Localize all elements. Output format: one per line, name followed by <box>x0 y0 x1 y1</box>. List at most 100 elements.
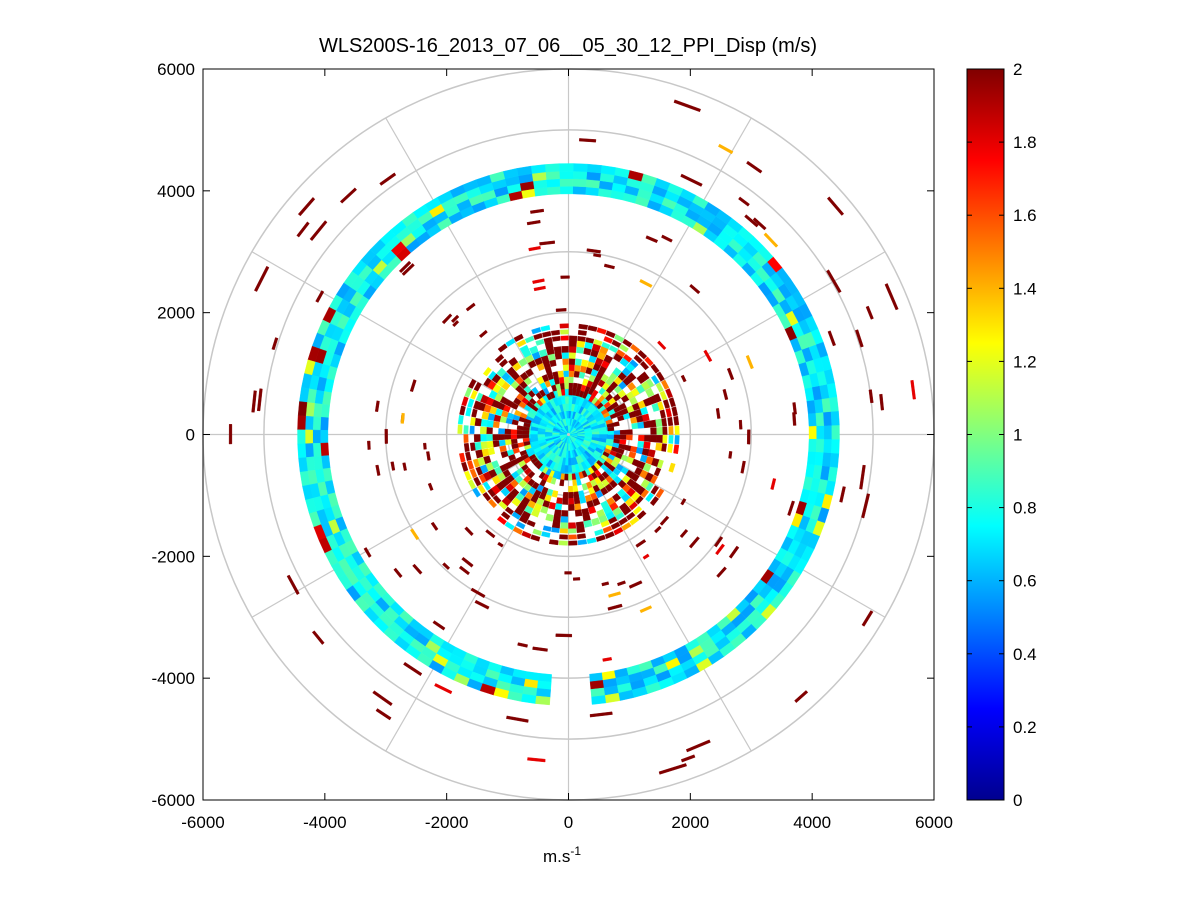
data-cell <box>658 763 687 775</box>
data-cell <box>628 451 637 459</box>
data-cell <box>540 325 551 332</box>
data-cell <box>621 522 632 531</box>
data-cell <box>655 442 663 452</box>
data-cell <box>486 427 493 434</box>
data-cell <box>471 408 478 418</box>
data-cell <box>839 486 846 503</box>
data-cell <box>607 426 615 432</box>
data-cell <box>487 370 497 380</box>
data-cell <box>610 521 621 530</box>
data-cell <box>569 352 576 359</box>
data-cell <box>792 402 797 415</box>
data-cell <box>470 389 478 400</box>
data-cell <box>578 323 589 330</box>
data-cell <box>623 353 633 363</box>
data-cell <box>496 515 507 526</box>
data-cell <box>557 370 564 378</box>
data-cell <box>541 374 549 383</box>
data-cell <box>527 757 546 763</box>
data-cell <box>535 695 551 706</box>
data-cell <box>530 164 546 174</box>
data-cell <box>827 330 836 347</box>
data-cell <box>486 419 494 428</box>
data-cell <box>656 459 664 469</box>
data-cell <box>464 470 472 481</box>
data-cell <box>483 377 492 387</box>
data-cell <box>656 435 664 443</box>
data-cell <box>516 429 524 435</box>
data-cell <box>829 396 839 412</box>
data-cell <box>516 434 524 439</box>
data-cell <box>612 467 621 476</box>
data-cell <box>577 336 586 342</box>
data-cell <box>487 488 496 498</box>
data-cell <box>640 489 650 499</box>
data-cell <box>576 383 583 391</box>
data-cell <box>450 314 460 323</box>
data-cell <box>518 479 528 489</box>
data-cell <box>492 440 500 448</box>
data-cell <box>452 320 460 328</box>
data-cell <box>573 497 581 505</box>
data-cell <box>599 434 608 439</box>
data-cell <box>508 356 519 367</box>
data-cell <box>619 439 627 445</box>
data-cell <box>515 521 526 530</box>
data-cell <box>595 534 606 542</box>
data-cell <box>674 435 680 445</box>
data-cell <box>478 474 487 484</box>
data-cell <box>516 393 525 402</box>
data-cell <box>320 429 329 444</box>
data-cell <box>823 411 833 426</box>
data-cell <box>492 421 500 429</box>
data-cell <box>718 143 734 155</box>
data-cell <box>589 711 613 718</box>
data-cell <box>659 390 668 401</box>
data-cell <box>593 339 603 347</box>
data-cell <box>500 511 511 521</box>
data-cell <box>401 263 415 276</box>
data-cell <box>604 483 614 493</box>
data-cell <box>533 285 546 292</box>
data-cell <box>635 495 644 505</box>
data-cell <box>655 382 664 393</box>
data-cell <box>635 539 647 548</box>
data-cell <box>591 397 599 405</box>
data-cell <box>311 630 325 645</box>
data-cell <box>728 545 740 559</box>
data-cell <box>390 461 396 471</box>
data-cell <box>254 265 270 292</box>
data-cell <box>305 402 315 417</box>
data-cell <box>614 334 625 343</box>
data-cell <box>473 476 482 487</box>
x-tick-label: -4000 <box>303 813 346 832</box>
data-cell <box>763 232 779 248</box>
data-cell <box>522 430 530 435</box>
data-cell <box>628 501 638 511</box>
data-cell <box>716 566 727 578</box>
data-cell <box>650 485 660 495</box>
data-cell <box>548 501 556 510</box>
data-cell <box>814 451 824 466</box>
data-cell <box>320 416 329 431</box>
data-cell <box>522 437 530 443</box>
data-cell <box>463 443 470 453</box>
data-cell <box>610 401 619 409</box>
data-cell <box>815 411 825 427</box>
data-cell <box>519 371 529 381</box>
data-cell <box>315 290 325 303</box>
data-cell <box>403 661 423 677</box>
y-tick-label: 0 <box>186 426 195 445</box>
data-cell <box>647 449 656 458</box>
data-cell <box>572 178 587 188</box>
data-cell <box>680 498 687 506</box>
data-cell <box>296 221 310 238</box>
data-cell <box>423 442 427 450</box>
data-cell <box>559 170 574 180</box>
data-cell <box>519 449 528 457</box>
data-cell <box>639 279 653 288</box>
data-cell <box>770 478 777 490</box>
data-cell <box>563 376 569 384</box>
data-cell <box>504 434 512 440</box>
data-cell <box>661 417 668 427</box>
